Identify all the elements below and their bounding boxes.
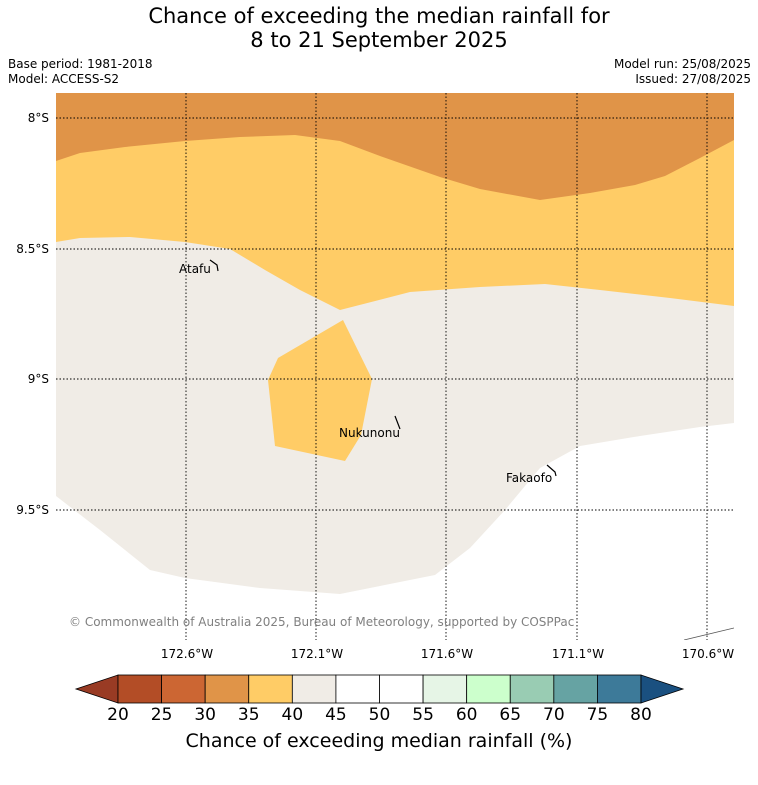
colorbar-ticks: 20 25 30 35 40 45 50 55 60 65 70 75 80 [107,705,652,725]
lat-label: 8°S [28,111,49,125]
lon-label: 170.6°W [682,647,734,661]
colorbar-cell [335,674,380,704]
colorbar-cell [466,674,511,704]
colorbar-cell [597,674,642,704]
map-panel: Atafu Nukunonu Fakaofo © Commonwealth of… [56,93,734,640]
meta-right: Model run: 25/08/2025 Issued: 27/08/2025 [614,57,751,87]
colorbar-cell [161,674,206,704]
lat-labels: 8°S 8.5°S 9°S 9.5°S [16,111,49,517]
colorbar-tick-label: 30 [194,705,216,725]
lon-label: 171.6°W [421,647,473,661]
colorbar-cell [117,674,162,704]
gridlines [56,93,734,640]
colorbar-tick-label: 75 [587,705,609,725]
region-30-35 [56,93,734,200]
lat-label: 8.5°S [16,242,49,256]
colorbar-tick-label: 35 [238,705,260,725]
map-title: Chance of exceeding the median rainfall … [0,4,758,52]
colorbar-tick-label: 20 [107,705,129,725]
place-label-nukunonu: Nukunonu [339,426,400,440]
copyright-text: © Commonwealth of Australia 2025, Bureau… [69,615,574,629]
colorbar-extend-low [74,674,119,704]
base-period-text: Base period: 1981-2018 [8,57,153,71]
colorbar-cell [422,674,468,704]
lat-label: 9.5°S [16,503,49,517]
map-title-line2: 8 to 21 September 2025 [250,28,508,52]
region-40-45 [56,235,734,594]
colorbar-tick-label: 80 [630,705,652,725]
lon-label: 171.1°W [552,647,604,661]
map-title-line1: Chance of exceeding the median rainfall … [148,4,610,28]
colorbar-extend-high [640,674,685,704]
lon-label: 172.1°W [291,647,343,661]
colorbar-cells [117,674,642,704]
colorbar-tick-label: 40 [282,705,304,725]
lon-label: 172.6°W [161,647,213,661]
meta-left: Base period: 1981-2018 Model: ACCESS-S2 [8,57,153,87]
colorbar-cell [379,674,424,704]
place-label-fakaofo: Fakaofo [506,471,552,485]
colorbar: 20 25 30 35 40 45 50 55 60 65 70 75 80 Chance of exc… [74,674,685,752]
colorbar-tick-label: 45 [325,705,347,725]
nukunonu-marker [394,415,401,430]
model-text: Model: ACCESS-S2 [8,72,120,86]
colorbar-label: Chance of exceeding median rainfall (%) [186,730,573,752]
colorbar-tick-label: 70 [543,705,565,725]
map-edge-line [683,627,734,640]
colorbar-tick-label: 50 [369,705,391,725]
issued-text: Issued: 27/08/2025 [635,72,751,86]
colorbar-tick-label: 60 [456,705,478,725]
colorbar-tick-label: 55 [412,705,434,725]
model-run-text: Model run: 25/08/2025 [613,57,751,71]
colorbar-cell [248,674,293,704]
colorbar-tick-label: 65 [499,705,521,725]
colorbar-cell [553,674,598,704]
colorbar-cell [291,674,337,704]
region-35-40-nukunonu [268,320,372,461]
colorbar-cell [204,674,250,704]
fakaofo-marker [546,464,557,477]
colorbar-tick-label: 25 [151,705,173,725]
colorbar-cell [509,674,555,704]
lon-labels: 172.6°W 172.1°W 171.6°W 171.1°W 170.6°W [161,647,734,661]
lat-label: 9°S [28,372,49,386]
atafu-marker [209,259,219,272]
place-label-atafu: Atafu [179,262,211,276]
